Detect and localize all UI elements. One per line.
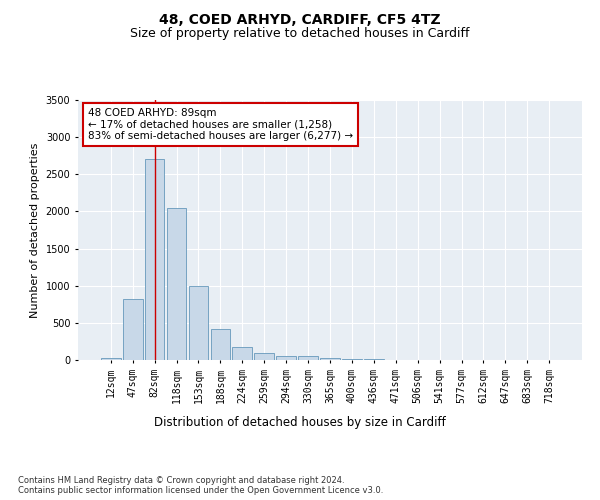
Bar xyxy=(188,286,208,360)
Bar xyxy=(298,356,318,360)
Bar xyxy=(167,208,187,360)
Text: Contains HM Land Registry data © Crown copyright and database right 2024.
Contai: Contains HM Land Registry data © Crown c… xyxy=(18,476,383,495)
Bar xyxy=(320,358,340,360)
Bar xyxy=(123,299,143,360)
Text: 48 COED ARHYD: 89sqm
← 17% of detached houses are smaller (1,258)
83% of semi-de: 48 COED ARHYD: 89sqm ← 17% of detached h… xyxy=(88,108,353,141)
Bar xyxy=(232,346,252,360)
Bar xyxy=(276,356,296,360)
Bar xyxy=(254,354,274,360)
Bar xyxy=(211,329,230,360)
Text: Size of property relative to detached houses in Cardiff: Size of property relative to detached ho… xyxy=(130,28,470,40)
Bar xyxy=(342,359,362,360)
Text: 48, COED ARHYD, CARDIFF, CF5 4TZ: 48, COED ARHYD, CARDIFF, CF5 4TZ xyxy=(159,12,441,26)
Y-axis label: Number of detached properties: Number of detached properties xyxy=(30,142,40,318)
Text: Distribution of detached houses by size in Cardiff: Distribution of detached houses by size … xyxy=(154,416,446,429)
Bar xyxy=(145,160,164,360)
Bar xyxy=(101,358,121,360)
